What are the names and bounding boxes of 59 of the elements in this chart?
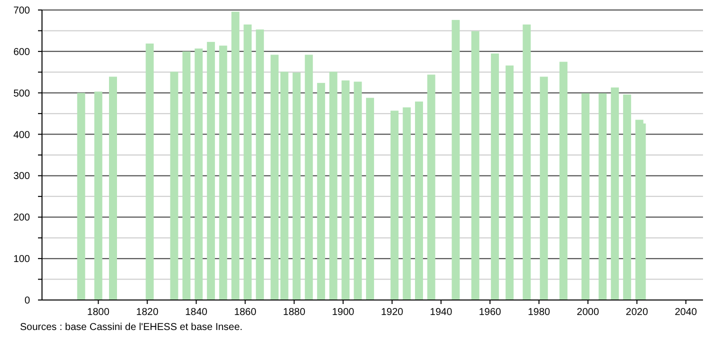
bar: [292, 72, 301, 300]
x-tick-label: 1860: [234, 307, 257, 318]
x-tick-label: 1800: [87, 307, 110, 318]
bar: [402, 107, 411, 300]
bar: [219, 46, 228, 300]
bar: [244, 24, 252, 300]
bar: [559, 62, 568, 300]
bar: [427, 74, 436, 300]
bar: [304, 54, 313, 300]
bar: [206, 42, 215, 300]
y-tick-label: 400: [13, 130, 30, 141]
source-note: Sources : base Cassini de l'EHESS et base Insee.: [20, 322, 243, 333]
bar: [506, 66, 514, 300]
y-tick-label: 300: [13, 171, 30, 182]
bar: [366, 98, 374, 300]
y-tick-label: 100: [13, 254, 30, 266]
bar: [146, 44, 154, 300]
bar: [415, 102, 424, 300]
y-tick-label: 500: [13, 88, 30, 100]
x-tick-label: 1980: [528, 307, 551, 318]
x-tick-label: 1960: [478, 307, 502, 318]
bar: [540, 76, 548, 300]
x-tick-label: 2040: [674, 307, 698, 318]
x-tick-label: 1900: [332, 307, 355, 318]
bar: [77, 92, 86, 300]
x-tick-label: 1920: [380, 307, 404, 318]
bar: [182, 51, 190, 300]
bar: [581, 93, 590, 300]
bar: [231, 12, 240, 300]
bar: [623, 94, 632, 300]
y-tick-label: 600: [13, 46, 30, 58]
bar: [522, 24, 531, 300]
bar: [635, 120, 644, 300]
bar: [354, 82, 362, 300]
bar: [452, 20, 460, 300]
bar: [329, 72, 338, 300]
bar: [270, 54, 279, 300]
bar: [280, 72, 288, 300]
x-tick-label: 2000: [576, 307, 600, 318]
bar: [342, 80, 350, 300]
x-tick-label: 1840: [185, 307, 208, 318]
bar: [490, 54, 499, 300]
x-tick-label: 1820: [136, 307, 159, 318]
y-tick-label: 0: [24, 296, 30, 306]
bar: [170, 72, 178, 300]
bar: [108, 76, 117, 300]
bar: [610, 87, 619, 300]
x-tick-label: 1880: [283, 307, 306, 318]
bar: [317, 82, 326, 300]
bar: [94, 92, 102, 300]
y-tick-label: 700: [13, 6, 30, 16]
x-tick-label: 1940: [430, 307, 453, 318]
bar: [390, 110, 399, 300]
bar: [598, 93, 607, 300]
bar: [471, 31, 480, 300]
x-tick-label: 2020: [626, 307, 648, 318]
bar: [194, 48, 203, 300]
y-tick-label: 200: [13, 212, 30, 224]
bar: [256, 29, 264, 300]
